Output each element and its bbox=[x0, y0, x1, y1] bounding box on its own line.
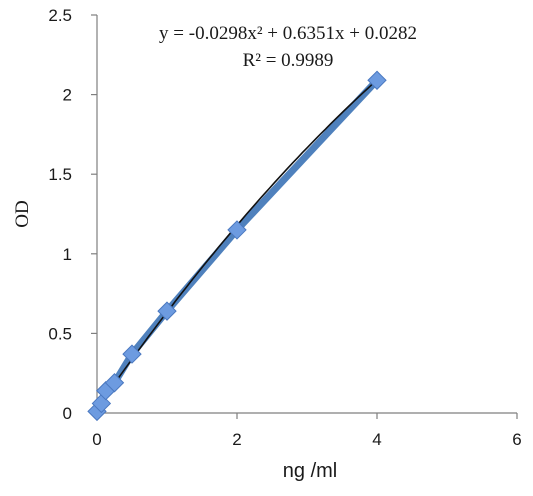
r-squared-annotation: R² = 0.9989 bbox=[243, 50, 334, 71]
equation-annotation: y = -0.0298x² + 0.6351x + 0.0282 bbox=[159, 23, 417, 44]
y-tick-label: 0.5 bbox=[48, 324, 72, 343]
data-point bbox=[157, 301, 177, 321]
x-tick-label: 0 bbox=[92, 430, 101, 449]
y-tick-label: 2 bbox=[63, 86, 72, 105]
y-tick-label: 0 bbox=[63, 404, 72, 423]
y-tick-label: 1.5 bbox=[48, 165, 72, 184]
data-point bbox=[227, 220, 247, 240]
x-tick-label: 6 bbox=[512, 430, 521, 449]
y-axis-title: OD bbox=[12, 200, 33, 227]
data-point bbox=[122, 344, 142, 364]
x-tick-label: 4 bbox=[372, 430, 381, 449]
y-tick-label: 2.5 bbox=[48, 6, 72, 25]
data-point bbox=[104, 373, 125, 393]
y-tick-label: 1 bbox=[63, 245, 72, 264]
marker-layer bbox=[87, 70, 387, 422]
series-line bbox=[93, 76, 381, 415]
x-ticks: 0 2 4 6 bbox=[92, 413, 522, 449]
x-axis-title: ng /ml bbox=[283, 460, 337, 482]
connector-layer bbox=[93, 76, 381, 415]
x-tick-label: 2 bbox=[232, 430, 241, 449]
data-point bbox=[367, 70, 387, 90]
axes bbox=[96, 15, 517, 414]
y-ticks: 0 0.5 1 1.5 2 2.5 bbox=[48, 6, 97, 423]
